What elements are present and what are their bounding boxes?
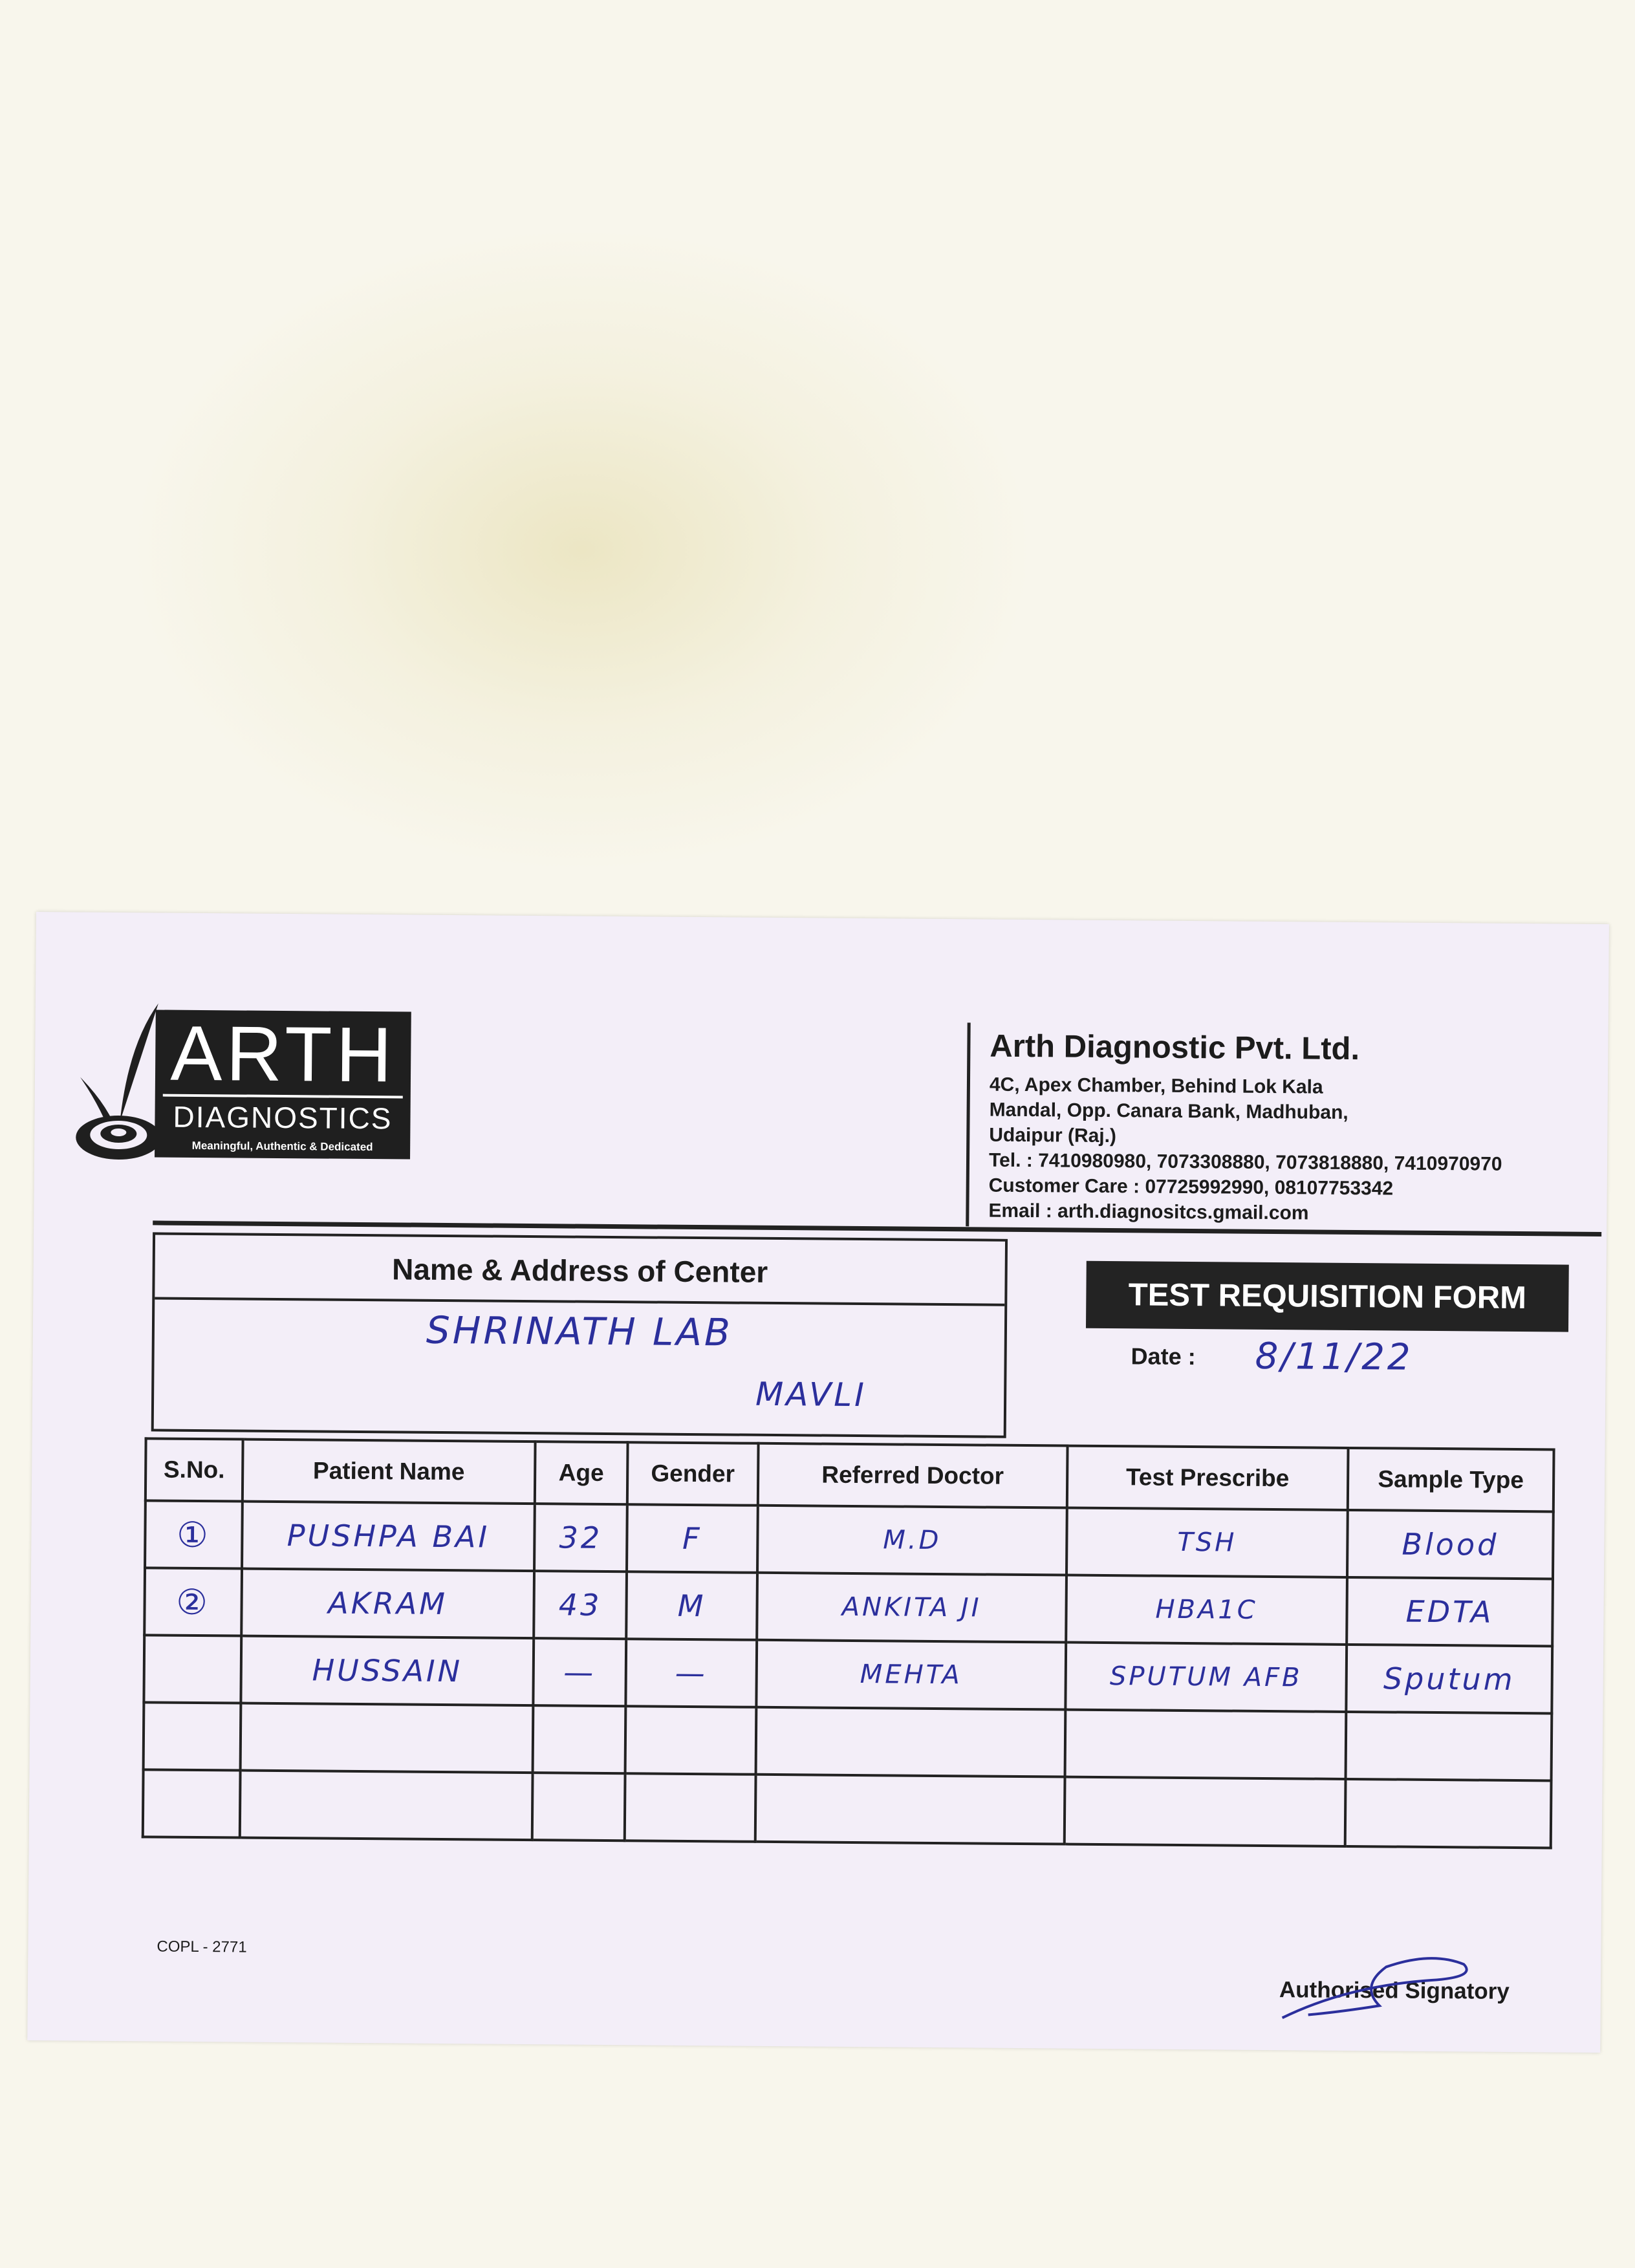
table-cell (1345, 1778, 1552, 1848)
table-cell: ② (144, 1568, 243, 1636)
table-cell: F (627, 1504, 758, 1573)
table-row (143, 1702, 1552, 1781)
address-line: Mandal, Opp. Canara Bank, Madhuban, (989, 1099, 1348, 1123)
logo: ARTH DIAGNOSTICS Meaningful, Authentic &… (155, 1010, 411, 1160)
date-value: 8/11/22 (1255, 1335, 1413, 1379)
table-cell (1345, 1711, 1552, 1781)
email: Email : arth.diagnositcs.gmail.com (988, 1200, 1309, 1224)
date-label: Date : (1131, 1343, 1196, 1370)
customer-care: Customer Care : 07725992990, 08107753342 (988, 1174, 1394, 1200)
table-cell: HUSSAIN (241, 1636, 534, 1706)
logo-brand: ARTH (170, 1010, 396, 1099)
table-cell: M.D (757, 1505, 1067, 1575)
table-cell (239, 1770, 533, 1841)
table-cell (1064, 1777, 1346, 1846)
target-check-icon (76, 1003, 162, 1160)
column-header: Age (534, 1442, 628, 1505)
table-cell (755, 1774, 1065, 1844)
table-header: S.No. Patient Name Age Gender Referred D… (145, 1438, 1554, 1512)
table-row: ② AKRAM 43 M ANKITA JI HBA1C EDTA (144, 1568, 1553, 1647)
table-cell: 43 (534, 1571, 627, 1639)
table-cell: HBA1C (1066, 1575, 1347, 1645)
table-cell (142, 1769, 241, 1838)
table-cell: Sputum (1346, 1644, 1553, 1714)
table-cell (624, 1773, 756, 1842)
column-header: Gender (627, 1442, 759, 1506)
column-header: Patient Name (242, 1439, 536, 1504)
address-line: 4C, Apex Chamber, Behind Lok Kala (989, 1074, 1323, 1098)
table-cell (532, 1773, 625, 1841)
center-heading: Name & Address of Center (155, 1235, 1006, 1306)
column-header: Referred Doctor (757, 1443, 1068, 1508)
table-cell: AKRAM (241, 1568, 535, 1639)
table-cell (1065, 1709, 1347, 1779)
table-row: ① PUSHPA BAI 32 F M.D TSH Blood (145, 1500, 1554, 1579)
table-row: HUSSAIN — — MEHTA SPUTUM AFB Sputum (144, 1635, 1553, 1714)
company-address: 4C, Apex Chamber, Behind Lok Kala Mandal… (988, 1072, 1502, 1227)
column-header: Sample Type (1347, 1447, 1554, 1512)
patient-table: S.No. Patient Name Age Gender Referred D… (142, 1437, 1555, 1849)
form-code: COPL - 2771 (157, 1938, 247, 1956)
table-cell: M (626, 1571, 758, 1640)
table-cell: 32 (534, 1504, 627, 1572)
table-cell (625, 1706, 757, 1775)
form-title: TEST REQUISITION FORM (1085, 1260, 1569, 1332)
requisition-slip: ARTH DIAGNOSTICS Meaningful, Authentic &… (27, 912, 1609, 2053)
column-header: Test Prescribe (1067, 1445, 1348, 1510)
table-cell: MEHTA (756, 1639, 1067, 1710)
table-cell (755, 1707, 1066, 1777)
logo-sub: DIAGNOSTICS (173, 1099, 393, 1136)
table-row (142, 1769, 1552, 1848)
table-cell (240, 1703, 534, 1773)
table-cell: ① (145, 1500, 243, 1569)
center-place: MAVLI (755, 1375, 867, 1414)
header-divider (966, 1022, 971, 1227)
table-cell (144, 1635, 242, 1703)
table-cell: — (533, 1638, 627, 1707)
table-cell (532, 1705, 626, 1774)
center-name: SHRINATH LAB (426, 1308, 733, 1355)
table-cell (143, 1702, 241, 1771)
telephone: Tel. : 7410980980, 7073308880, 707381888… (988, 1149, 1502, 1175)
table-cell: PUSHPA BAI (242, 1501, 535, 1571)
logo-tagline: Meaningful, Authentic & Dedicated (191, 1139, 373, 1154)
table-cell: Blood (1347, 1509, 1554, 1579)
address-line: Udaipur (Raj.) (989, 1124, 1117, 1147)
table-cell: TSH (1066, 1507, 1348, 1577)
table-cell: EDTA (1347, 1577, 1553, 1647)
table-cell: — (625, 1639, 757, 1707)
column-header: S.No. (145, 1438, 243, 1502)
table-cell: SPUTUM AFB (1065, 1642, 1347, 1712)
center-box: Name & Address of Center SHRINATH LAB MA… (151, 1232, 1008, 1438)
signature (1281, 1957, 1468, 2019)
company-name: Arth Diagnostic Pvt. Ltd. (990, 1028, 1360, 1067)
table-cell: ANKITA JI (757, 1572, 1067, 1643)
